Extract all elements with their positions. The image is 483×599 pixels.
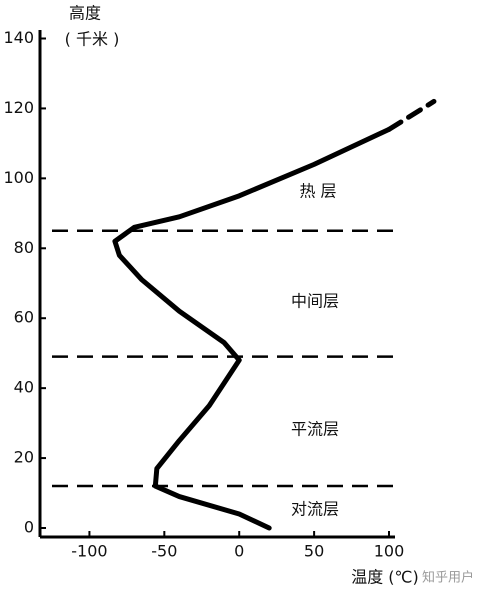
- y-tick-label: 40: [14, 378, 34, 397]
- watermark: 知乎用户: [422, 570, 474, 586]
- layer-label: 中间层: [291, 292, 339, 311]
- x-tick-label: 100: [374, 542, 405, 561]
- layer-label: 热 层: [299, 182, 336, 201]
- y-tick-label: 60: [14, 308, 34, 327]
- x-tick-label: 50: [304, 542, 324, 561]
- layer-label: 平流层: [291, 420, 339, 439]
- layer-label: 对流层: [291, 500, 339, 519]
- y-axis-label: 高度: [69, 4, 101, 23]
- x-axis-label: 温度 (℃): [351, 568, 419, 587]
- y-tick-label: 0: [24, 518, 34, 537]
- y-tick-label: 80: [14, 238, 34, 257]
- y-tick-label: 120: [3, 98, 34, 117]
- x-tick-label: 0: [234, 542, 244, 561]
- y-axis-unit: ( 千米 ): [65, 30, 120, 49]
- y-tick-label: 20: [14, 448, 34, 467]
- y-tick-label: 140: [3, 28, 34, 47]
- x-tick-label: -100: [71, 542, 107, 561]
- temperature-line: [386, 98, 437, 132]
- y-tick-label: 100: [3, 168, 34, 187]
- temperature-line: [112, 126, 392, 531]
- x-tick-label: -50: [151, 542, 177, 561]
